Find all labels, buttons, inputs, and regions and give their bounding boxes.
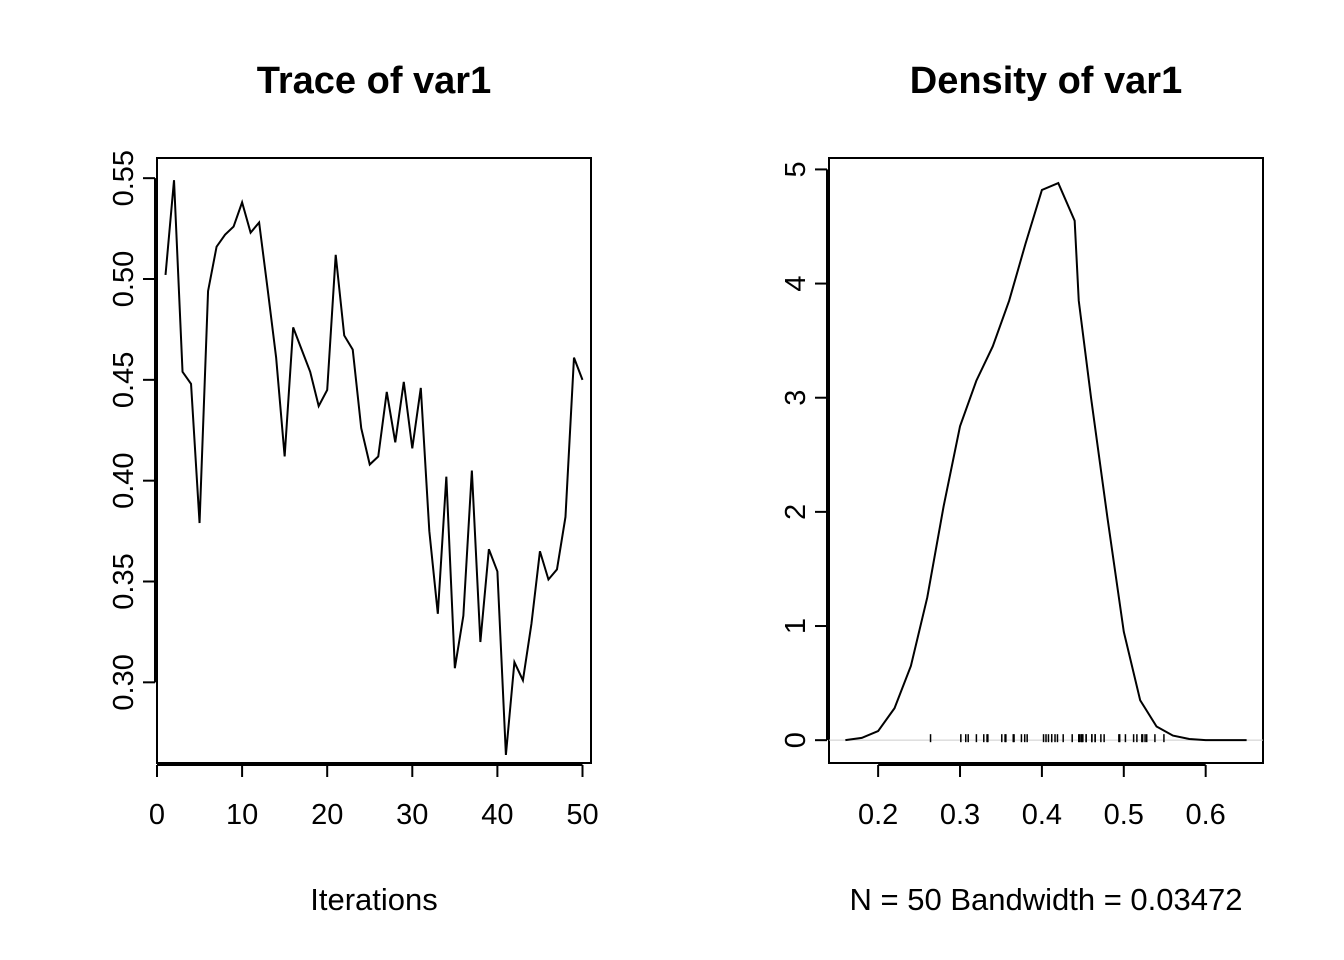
density-x-tick-label: 0.2 — [858, 799, 898, 831]
trace-x-tick-label: 0 — [149, 799, 165, 831]
trace-panel: Trace of var1 0 10 20 30 40 50 0.300.350.400.… — [108, 60, 599, 917]
density-x-tick-label: 0.5 — [1104, 799, 1144, 831]
trace-x-tick-label: 50 — [566, 799, 598, 831]
trace-y-tick-label: 0.30 — [108, 654, 140, 710]
density-x-axis: 0.2 0.3 0.4 0.5 0.6 — [858, 764, 1226, 831]
density-x-tick-label: 0.4 — [1022, 799, 1062, 831]
density-y-tick-label: 5 — [780, 161, 812, 177]
density-title: Density of var1 — [910, 60, 1182, 102]
trace-y-tick-label: 0.45 — [108, 352, 140, 408]
density-plot-box — [828, 157, 1264, 764]
density-y-tick-label: 0 — [780, 732, 812, 748]
trace-x-label: Iterations — [310, 882, 438, 917]
trace-series-line — [164, 180, 584, 756]
trace-x-tick-label: 30 — [396, 799, 428, 831]
trace-y-axis: 0.30 0.35 0.40 0.45 0.50 0.55 — [108, 150, 156, 711]
trace-x-tick-label: 10 — [226, 799, 258, 831]
trace-title: Trace of var1 — [257, 60, 491, 102]
trace-x-tick-label: 40 — [481, 799, 513, 831]
density-rug — [929, 734, 1165, 743]
density-x-tick-label: 0.6 — [1186, 799, 1226, 831]
density-y-tick-label: 3 — [780, 390, 812, 406]
density-y-tick-label: 4 — [780, 275, 812, 291]
density-x-label: N = 50 Bandwidth = 0.03472 — [850, 882, 1243, 917]
trace-y-tick-label: 0.55 — [108, 150, 140, 206]
trace-x-tick-label: 20 — [311, 799, 343, 831]
trace-y-tick-label: 0.40 — [108, 452, 140, 508]
trace-y-tick-label: 0.50 — [108, 251, 140, 307]
density-panel: Density of var1 0.2 0.3 0.4 0.5 0.6 0 1 2 3 4 5 N… — [780, 60, 1264, 917]
density-y-tick-label: 1 — [780, 618, 812, 634]
density-curve — [845, 181, 1247, 742]
trace-x-axis: 0 10 20 30 40 50 — [149, 764, 599, 831]
trace-plot-box — [156, 157, 592, 764]
trace-y-tick-label: 0.35 — [108, 553, 140, 609]
density-y-tick-label: 2 — [780, 504, 812, 520]
density-y-axis: 0 1 2 3 4 5 — [780, 161, 828, 748]
density-x-tick-label: 0.3 — [940, 799, 980, 831]
